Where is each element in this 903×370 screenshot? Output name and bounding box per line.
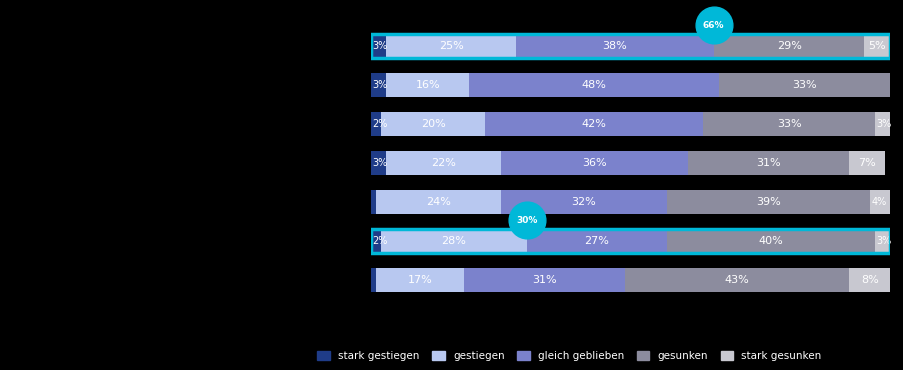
Bar <box>386 34 516 58</box>
Text: 38%: 38% <box>602 41 627 51</box>
Bar <box>666 229 874 253</box>
Text: 17%: 17% <box>407 275 432 285</box>
Text: 33%: 33% <box>792 80 816 90</box>
Bar <box>516 34 713 58</box>
Bar <box>874 112 889 136</box>
Bar <box>376 268 464 292</box>
Text: 4%: 4% <box>870 197 886 207</box>
Text: 22%: 22% <box>431 158 455 168</box>
Text: 25%: 25% <box>438 41 463 51</box>
Bar <box>848 268 889 292</box>
Bar <box>869 190 889 214</box>
Bar <box>500 190 666 214</box>
Bar <box>666 190 869 214</box>
Text: 3%: 3% <box>875 236 890 246</box>
Bar <box>370 112 381 136</box>
Bar <box>381 229 526 253</box>
Bar <box>370 190 376 214</box>
Bar <box>370 151 386 175</box>
Text: 29%: 29% <box>776 41 801 51</box>
Text: 3%: 3% <box>875 119 890 129</box>
Legend: stark gestiegen, gestiegen, gleich geblieben, gesunken, stark gesunken: stark gestiegen, gestiegen, gleich gebli… <box>317 351 821 361</box>
Bar <box>718 73 889 97</box>
Text: 66%: 66% <box>703 21 723 30</box>
Bar <box>464 268 625 292</box>
Bar <box>370 229 381 253</box>
Bar <box>889 73 895 97</box>
Text: 48%: 48% <box>581 80 606 90</box>
Bar <box>469 73 718 97</box>
Bar <box>848 151 884 175</box>
Bar <box>376 190 500 214</box>
Point <box>706 22 721 28</box>
Point <box>518 217 533 223</box>
Text: 16%: 16% <box>415 80 440 90</box>
Bar <box>484 112 703 136</box>
Bar <box>381 112 484 136</box>
Text: 7%: 7% <box>857 158 875 168</box>
Text: 31%: 31% <box>755 158 779 168</box>
Text: 42%: 42% <box>581 119 606 129</box>
Bar <box>687 151 848 175</box>
Text: 33%: 33% <box>776 119 800 129</box>
Text: 28%: 28% <box>441 236 466 246</box>
Bar <box>386 151 500 175</box>
Text: 20%: 20% <box>420 119 445 129</box>
Bar <box>713 34 863 58</box>
Text: 43%: 43% <box>724 275 749 285</box>
Text: 31%: 31% <box>532 275 556 285</box>
Bar <box>703 112 874 136</box>
Bar <box>526 229 666 253</box>
Text: 39%: 39% <box>755 197 780 207</box>
Text: 2%: 2% <box>372 236 387 246</box>
Bar <box>386 73 469 97</box>
Bar <box>370 268 376 292</box>
Text: 3%: 3% <box>372 41 387 51</box>
Text: 8%: 8% <box>860 275 878 285</box>
Bar <box>874 229 889 253</box>
Text: 40%: 40% <box>758 236 782 246</box>
Bar <box>625 268 848 292</box>
Text: 3%: 3% <box>372 80 387 90</box>
Text: 36%: 36% <box>582 158 606 168</box>
Text: 32%: 32% <box>571 197 595 207</box>
Bar <box>863 34 889 58</box>
Bar <box>370 34 386 58</box>
Text: 2%: 2% <box>372 119 387 129</box>
Text: 24%: 24% <box>425 197 451 207</box>
Bar <box>370 73 386 97</box>
Text: 30%: 30% <box>516 216 536 225</box>
Text: 3%: 3% <box>372 158 387 168</box>
Bar <box>500 151 687 175</box>
Text: 27%: 27% <box>583 236 609 246</box>
Text: 5%: 5% <box>868 41 885 51</box>
